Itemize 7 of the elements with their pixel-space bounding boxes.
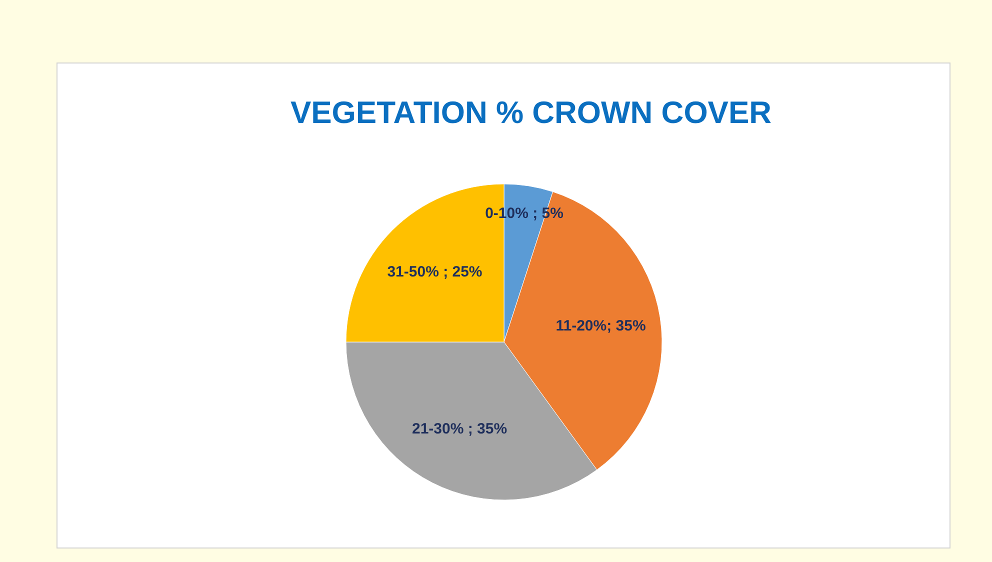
data-label: ; 35%: [464, 420, 508, 438]
slice-label: 21-30%: [412, 420, 464, 438]
data-label: ; 25%: [438, 264, 482, 281]
slice-label: 31-50%: [387, 264, 439, 281]
slice-label: 11-20%: [556, 318, 607, 335]
chart-title: VEGETATION % CROWN COVER: [290, 95, 772, 130]
data-label: ; 35%: [606, 318, 646, 335]
